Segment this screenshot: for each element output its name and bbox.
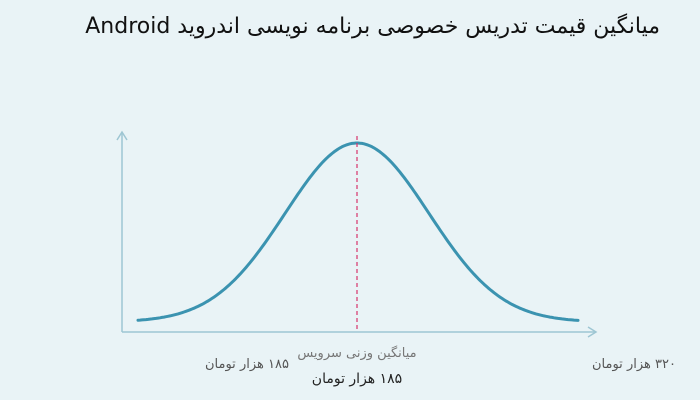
- x-max-label: ۳۲۰ هزار تومان: [592, 357, 676, 372]
- chart-title: میانگین قیمت تدریس خصوصی برنامه نویسی ان…: [85, 14, 660, 39]
- x-min-label: ۱۸۵ هزار تومان: [205, 357, 289, 372]
- x-axis-arrow: [587, 326, 598, 338]
- mean-value-label: ۱۸۵ هزار تومان: [312, 371, 402, 387]
- mean-caption: میانگین وزنی سرویس: [297, 345, 416, 361]
- distribution-curve: [136, 141, 580, 322]
- y-axis-arrow: [116, 130, 128, 141]
